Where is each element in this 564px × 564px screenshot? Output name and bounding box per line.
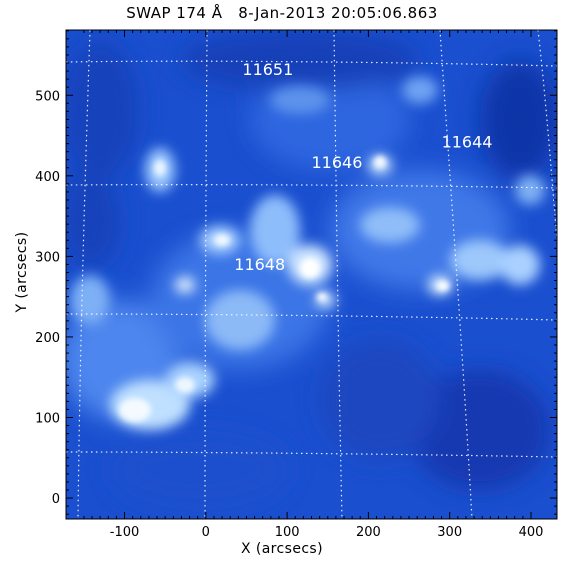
active-region-labels: 11651 11646 11644 11648 [234, 60, 492, 274]
active-region-label: 11644 [442, 133, 493, 152]
x-tick-label: 400 [519, 525, 544, 540]
x-tick-label: 100 [275, 525, 300, 540]
x-tick-label: -100 [110, 525, 140, 540]
y-tick-label: 300 [35, 250, 60, 265]
y-tick-label: 200 [35, 331, 60, 346]
axis-ticks: -100 0 100 200 300 400 0 100 200 300 400 500 [35, 30, 557, 540]
y-axis-label: Y (arcsecs) [14, 231, 30, 313]
image-title: SWAP 174 Å 8-Jan-2013 20:05:06.863 [126, 4, 438, 22]
active-region-label: 11648 [234, 255, 285, 274]
x-tick-label: 300 [437, 525, 462, 540]
y-tick-label: 400 [35, 170, 60, 185]
x-tick-label: 0 [202, 525, 210, 540]
solar-corona-image [66, 30, 557, 519]
y-tick-label: 0 [52, 492, 60, 507]
x-tick-label: 200 [356, 525, 381, 540]
y-tick-label: 100 [35, 411, 60, 426]
x-axis-label: X (arcsecs) [241, 541, 323, 557]
coordinate-grid [66, 30, 557, 519]
active-region-label: 11651 [242, 60, 293, 79]
active-region-label: 11646 [312, 153, 363, 172]
y-tick-label: 500 [35, 89, 60, 104]
